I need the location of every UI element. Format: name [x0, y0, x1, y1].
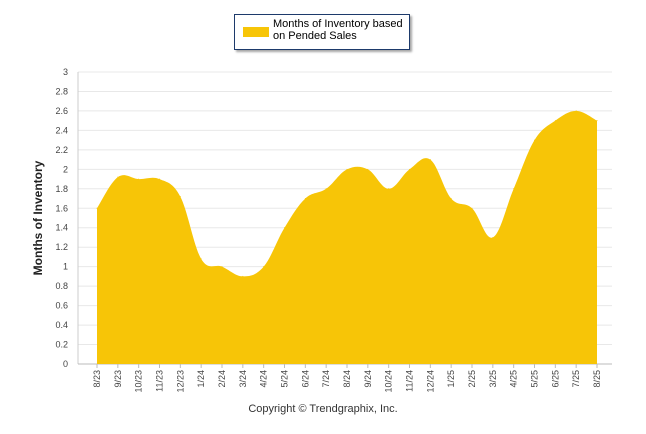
x-tick-label: 11/23	[155, 370, 165, 392]
y-tick-label: 1	[63, 262, 68, 272]
data-point	[388, 188, 390, 190]
x-tick-label: 8/25	[592, 370, 602, 388]
data-point	[429, 159, 431, 161]
y-tick-label: 2.8	[55, 86, 68, 96]
data-point	[284, 227, 285, 229]
y-tick-label: 1.2	[55, 242, 68, 252]
x-tick-label: 8/24	[342, 370, 352, 388]
data-point	[492, 236, 494, 238]
y-tick-label: 0.6	[55, 301, 68, 311]
copyright-text: Copyright © Trendgraphix, Inc.	[248, 403, 398, 415]
x-tick-label: 1/25	[446, 370, 456, 388]
x-tick-label: 2/24	[217, 370, 227, 388]
x-tick-label: 10/23	[134, 370, 144, 393]
x-tick-label: 8/23	[92, 370, 102, 388]
data-point	[513, 188, 515, 190]
y-tick-label: 1.4	[55, 223, 68, 233]
y-tick-label: 3	[63, 67, 68, 77]
x-tick-label: 5/25	[530, 370, 540, 388]
data-point	[221, 266, 223, 268]
data-point	[346, 168, 348, 170]
x-tick-label: 4/24	[259, 370, 269, 388]
data-point	[575, 110, 577, 112]
area-series	[97, 110, 597, 364]
data-point	[554, 120, 556, 122]
x-tick-label: 5/24	[280, 370, 290, 388]
y-tick-label: 0.4	[55, 320, 68, 330]
data-point	[304, 198, 306, 200]
y-tick-label: 0	[63, 359, 68, 369]
x-tick-label: 1/24	[196, 370, 206, 388]
x-tick-label: 11/24	[405, 370, 415, 392]
data-point	[242, 275, 244, 277]
y-tick-label: 2.6	[55, 106, 68, 116]
data-point	[159, 178, 160, 180]
x-tick-label: 9/24	[363, 370, 373, 388]
data-point	[409, 168, 410, 170]
x-tick-label: 7/25	[571, 370, 581, 388]
y-tick-label: 2.2	[55, 145, 68, 155]
y-tick-label: 2.4	[55, 125, 68, 135]
data-point	[450, 198, 452, 200]
y-tick-label: 1.6	[55, 203, 68, 213]
x-tick-label: 4/25	[509, 370, 519, 388]
data-point	[96, 207, 98, 209]
data-point	[179, 196, 181, 198]
x-tick-label: 12/24	[425, 370, 435, 393]
data-point	[367, 168, 369, 170]
data-point	[138, 178, 140, 180]
legend-label: Months of Inventory based on Pended Sale…	[273, 18, 403, 42]
x-tick-label: 6/24	[300, 370, 310, 388]
y-tick-label: 0.2	[55, 340, 68, 350]
data-point	[471, 207, 473, 209]
y-tick-label: 1.8	[55, 184, 68, 194]
data-point	[534, 139, 535, 141]
x-tick-label: 3/24	[238, 370, 248, 388]
legend: Months of Inventory based on Pended Sale…	[234, 14, 410, 50]
y-tick-label: 2	[63, 164, 68, 174]
data-point	[596, 120, 598, 122]
x-tick-label: 10/24	[384, 370, 394, 393]
y-axis-title: Months of Inventory	[31, 160, 45, 276]
x-tick-label: 9/23	[113, 370, 123, 388]
x-tick-label: 6/25	[550, 370, 560, 388]
data-point	[200, 258, 202, 260]
y-tick-label: 0.8	[55, 281, 68, 291]
data-point	[117, 176, 119, 178]
x-tick-label: 2/25	[467, 370, 477, 388]
x-tick-label: 3/25	[488, 370, 498, 388]
legend-swatch	[243, 27, 269, 37]
x-tick-label: 7/24	[321, 370, 331, 388]
data-point	[325, 188, 327, 190]
x-tick-label: 12/23	[175, 370, 185, 393]
data-point	[263, 266, 265, 268]
